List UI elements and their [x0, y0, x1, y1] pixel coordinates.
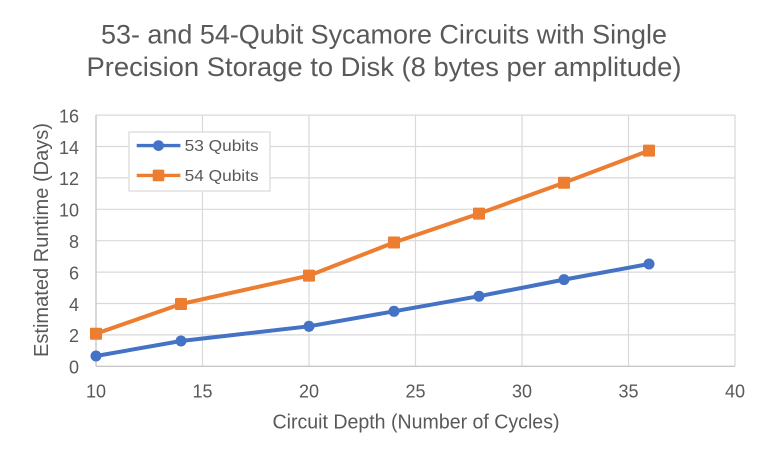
svg-text:12: 12	[59, 169, 79, 189]
svg-text:15: 15	[192, 382, 212, 402]
svg-text:2: 2	[69, 326, 79, 346]
svg-text:54 Qubits: 54 Qubits	[185, 168, 259, 185]
svg-text:53- and 54-Qubit Sycamore Circ: 53- and 54-Qubit Sycamore Circuits with …	[101, 19, 667, 49]
svg-text:16: 16	[59, 106, 79, 126]
svg-text:8: 8	[69, 232, 79, 252]
svg-text:6: 6	[69, 263, 79, 283]
svg-text:4: 4	[69, 295, 79, 315]
svg-text:53 Qubits: 53 Qubits	[185, 138, 259, 155]
svg-text:20: 20	[299, 382, 319, 402]
svg-text:Estimated Runtime (Days): Estimated Runtime (Days)	[31, 123, 53, 357]
svg-text:Precision Storage to Disk (8 b: Precision Storage to Disk (8 bytes per a…	[87, 52, 682, 82]
svg-text:0: 0	[69, 358, 79, 378]
svg-text:25: 25	[405, 382, 425, 402]
svg-text:10: 10	[86, 382, 106, 402]
svg-text:10: 10	[59, 201, 79, 221]
svg-text:30: 30	[512, 382, 532, 402]
svg-text:Circuit Depth (Number of Cycle: Circuit Depth (Number of Cycles)	[273, 412, 560, 434]
svg-text:14: 14	[59, 138, 79, 158]
svg-text:40: 40	[725, 382, 745, 402]
svg-text:35: 35	[618, 382, 638, 402]
